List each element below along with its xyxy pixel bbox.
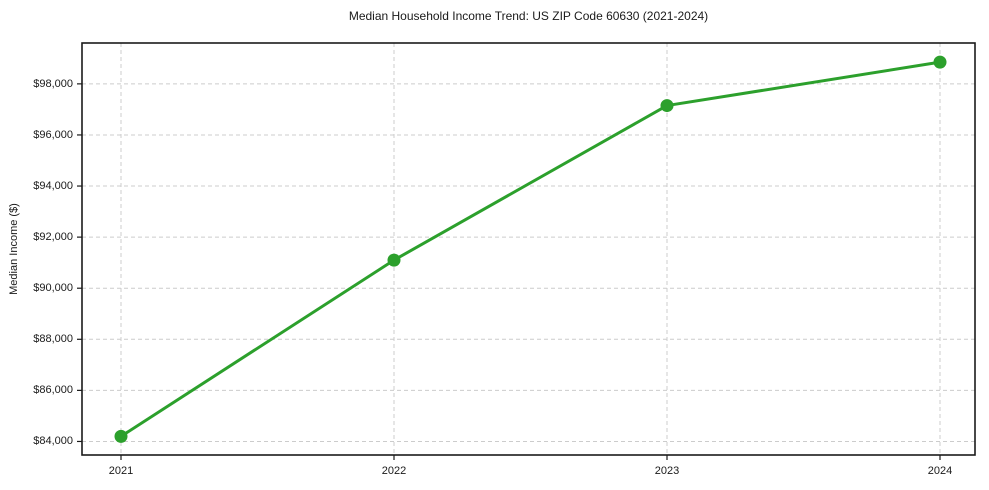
data-point — [387, 253, 401, 267]
y-tick-label: $86,000 — [33, 384, 73, 397]
plot-area — [77, 42, 976, 460]
y-tick-label: $88,000 — [33, 333, 73, 346]
line-chart-svg — [77, 42, 976, 460]
x-tick-label: 2022 — [381, 465, 407, 477]
y-tick-label: $94,000 — [33, 180, 73, 193]
data-point — [933, 55, 947, 69]
x-tick-label: 2024 — [927, 465, 953, 477]
chart-title: Median Household Income Trend: US ZIP Co… — [348, 9, 709, 23]
data-line — [119, 60, 942, 438]
plot-border — [81, 42, 976, 456]
y-tick-label: $92,000 — [33, 231, 73, 244]
data-point — [114, 429, 128, 443]
y-tick-label: $84,000 — [33, 435, 73, 448]
y-tick-label: $98,000 — [33, 77, 73, 90]
data-point — [660, 99, 674, 113]
x-tick-label: 2023 — [654, 465, 680, 477]
y-tick-label: $96,000 — [33, 128, 73, 141]
x-tick-label: 2021 — [108, 465, 134, 477]
y-tick-label: $90,000 — [33, 282, 73, 295]
